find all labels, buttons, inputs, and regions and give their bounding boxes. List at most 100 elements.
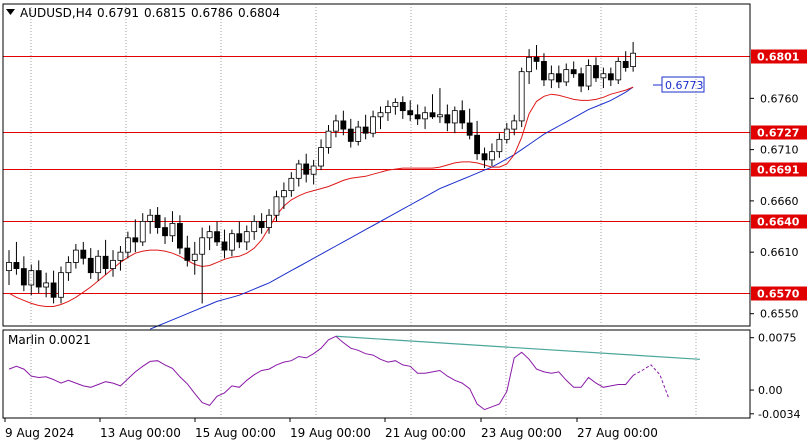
oscillator-trendline [335,335,701,360]
candle-body [50,282,57,298]
symbol-label: AUDUSD,H4 [20,6,92,20]
candle [555,65,562,89]
forecast-box [661,76,705,93]
candle-body [570,69,577,75]
candle-body [228,233,235,251]
candle [362,114,369,140]
candle [466,108,473,140]
price-tick-label: 0.6550 [760,308,799,321]
candle [221,229,228,259]
close-value: 0.6804 [238,6,280,20]
candle-body [429,112,436,118]
candle-body [340,120,347,130]
candle [154,207,161,234]
candle-body [310,165,317,175]
candle-body [303,163,310,175]
candle-body [622,61,629,68]
candle [281,182,287,210]
candle [236,221,243,249]
marlin-forecast-line [632,364,670,399]
candle-body [43,282,50,288]
candle [273,190,280,222]
candle [50,270,57,304]
candle [570,61,577,78]
candle [117,246,124,271]
candle [147,209,154,234]
candle [266,209,272,234]
candle [459,100,466,130]
oscillator-panel [8,335,701,411]
candle-body [184,247,191,261]
candle-body [474,134,480,155]
candle-body [377,112,384,118]
candle [318,139,324,171]
candle-body [243,231,250,243]
candle [444,104,451,132]
candle-body [325,130,332,148]
candle [243,225,250,251]
candle-body [541,61,547,81]
candle [392,98,399,115]
candle [414,104,421,126]
candle-body [347,128,354,142]
level-price-tag [751,125,807,140]
price-frame [2,3,751,327]
candle [228,229,235,257]
candle [206,225,213,251]
candle [95,250,102,281]
candle [578,67,585,93]
candle-body [437,114,443,118]
price-tick-label: 0.6660 [760,195,799,208]
oscillator-frame [2,329,751,419]
candle-body [154,214,161,228]
candle [303,153,310,183]
candle [437,88,443,123]
candle [563,63,570,87]
candle-body [459,110,466,124]
candle [548,65,555,89]
candle [593,57,599,82]
candle-body [87,257,94,274]
candle-body [117,251,124,261]
candle-body [563,69,570,83]
candle [251,215,258,240]
oscillator-title: Marlin 0.0021 [8,333,91,347]
candle-body [355,126,362,142]
candle [533,45,540,70]
candle [169,211,176,242]
candle-body [615,61,622,81]
candle-body [281,190,287,198]
candle [13,241,20,275]
candle [6,250,12,285]
candle-body [20,268,27,286]
time-tick-label: 9 Aug 2024 [5,426,74,440]
candle-body [258,221,265,228]
high-value: 0.6815 [144,6,186,20]
candle-body [102,255,109,269]
candle-body [489,151,495,161]
triangle-down-icon[interactable] [6,9,15,15]
candle [199,227,206,304]
candle [489,143,495,167]
candle [630,41,637,72]
marlin-line [8,335,634,411]
candle [399,96,406,119]
level-price-tag [751,286,807,301]
candle-body [392,102,399,107]
candle-body [503,128,510,140]
candle-body [295,163,302,179]
candle-body [13,262,20,269]
candle [451,106,458,134]
candle-body [630,52,637,67]
candle-body [399,102,406,112]
candle [102,239,109,275]
candle-body [288,177,295,192]
candle-body [139,221,146,243]
candle [58,266,64,304]
level-price-label: 0.6691 [757,164,799,177]
candle [333,114,339,138]
candle-body [110,259,116,269]
candle [191,241,198,275]
candle [72,243,79,269]
